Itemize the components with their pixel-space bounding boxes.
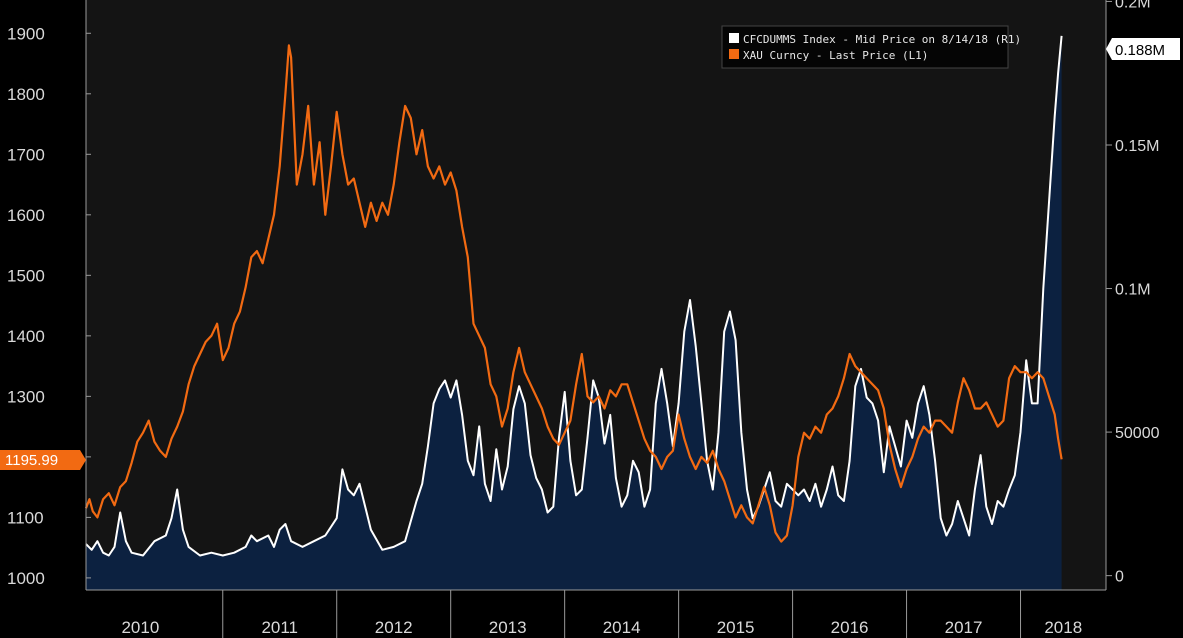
series-lines xyxy=(84,35,1063,557)
left-tick-label: 1400 xyxy=(7,327,45,346)
left-tick-label: 1000 xyxy=(7,569,45,588)
x-tick-label: 2011 xyxy=(261,618,298,637)
right-last-value-tag: 0.188M xyxy=(1106,38,1180,60)
left-last-value-tag: 1195.99 xyxy=(0,450,86,470)
x-tick-label: 2010 xyxy=(121,618,159,637)
right-tick-label: 50000 xyxy=(1115,425,1160,442)
legend-label-white: CFCDUMMS Index - Mid Price on 8/14/18 (R… xyxy=(743,33,1021,46)
left-tick-label: 1100 xyxy=(7,508,44,527)
x-tick-label: 2018 xyxy=(1044,618,1082,637)
x-tick-label: 2013 xyxy=(489,618,527,637)
legend-swatch-white xyxy=(729,33,739,43)
legend: CFCDUMMS Index - Mid Price on 8/14/18 (R… xyxy=(721,25,1021,69)
legend-swatch-orange xyxy=(729,49,739,59)
left-last-tag-bg xyxy=(0,450,86,470)
legend-box xyxy=(721,25,1009,69)
right-last-tag-label: 0.188M xyxy=(1115,42,1165,59)
x-tick-label: 2014 xyxy=(603,618,641,637)
right-tick-label: 0.15M xyxy=(1115,138,1159,155)
series-line-white xyxy=(85,35,1063,557)
left-last-tag-label: 1195.99 xyxy=(5,452,58,469)
left-tick-label: 1300 xyxy=(7,387,45,406)
series-line-orange xyxy=(84,44,1063,543)
x-tick-label: 2017 xyxy=(945,618,983,637)
right-tick-label: 0.2M xyxy=(1115,0,1151,11)
x-tick-label: 2012 xyxy=(375,618,413,637)
left-tick-label: 1500 xyxy=(7,266,45,285)
left-tick-label: 1900 xyxy=(7,24,45,43)
left-axis-ticks: 1000110012001300140015001600170018001900 xyxy=(7,24,91,588)
legend-label-orange: XAU Curncy - Last Price (L1) xyxy=(743,49,928,62)
left-tick-label: 1800 xyxy=(7,85,45,104)
right-tick-label: 0.1M xyxy=(1115,282,1151,299)
left-tick-label: 1700 xyxy=(7,145,45,164)
x-axis-ticks: 2010 2011 2012 2013 2014 2015 2016 2017 2018 xyxy=(121,590,1082,638)
right-last-tag-bg xyxy=(1106,38,1180,60)
x-tick-label: 2015 xyxy=(717,618,755,637)
right-tick-label: 0 xyxy=(1115,569,1124,586)
right-axis-ticks: 0 50000 0.1M 0.15M 0.2M xyxy=(1106,0,1160,586)
x-tick-label: 2016 xyxy=(831,618,869,637)
left-tick-label: 1600 xyxy=(7,206,45,225)
